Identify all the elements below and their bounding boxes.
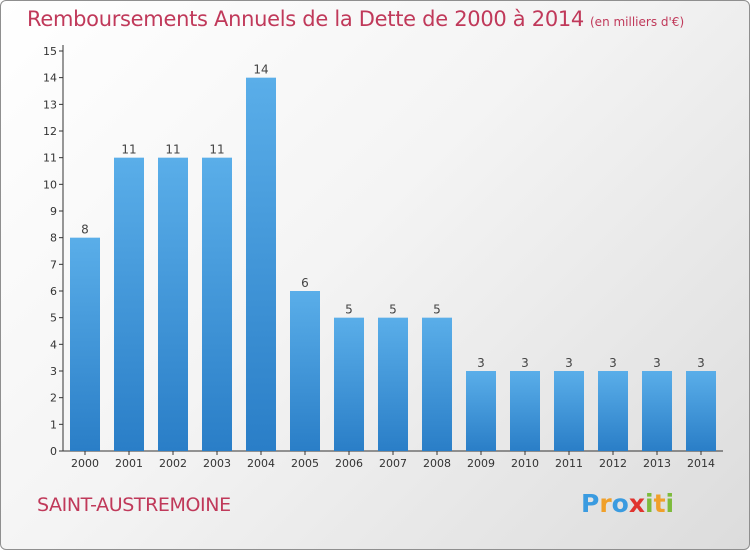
- data-label: 11: [165, 143, 180, 157]
- x-tick-label: 2004: [247, 457, 275, 470]
- bar: [686, 371, 716, 451]
- x-tick-label: 2000: [71, 457, 99, 470]
- data-label: 5: [389, 303, 397, 317]
- x-tick-label: 2012: [599, 457, 627, 470]
- y-tick-label: 4: [50, 338, 57, 351]
- data-label: 3: [609, 356, 617, 370]
- bar: [334, 317, 364, 451]
- bar: [598, 371, 628, 451]
- bar: [70, 237, 100, 451]
- bar: [158, 157, 188, 451]
- x-tick-label: 2003: [203, 457, 231, 470]
- y-tick-label: 13: [43, 98, 57, 111]
- data-label: 8: [81, 223, 89, 237]
- data-label: 6: [301, 276, 309, 290]
- data-label: 3: [477, 356, 485, 370]
- y-tick-label: 6: [50, 285, 57, 298]
- x-tick-label: 2008: [423, 457, 451, 470]
- bar: [554, 371, 584, 451]
- data-label: 11: [121, 143, 136, 157]
- bar: [290, 291, 320, 451]
- bar: [202, 157, 232, 451]
- x-tick-label: 2005: [291, 457, 319, 470]
- y-tick-label: 15: [43, 45, 57, 58]
- y-tick-label: 0: [50, 445, 57, 458]
- y-tick-label: 8: [50, 232, 57, 245]
- data-label: 3: [565, 356, 573, 370]
- x-tick-label: 2009: [467, 457, 495, 470]
- y-tick-label: 14: [43, 72, 57, 85]
- y-tick-label: 2: [50, 392, 57, 405]
- data-label: 3: [653, 356, 661, 370]
- x-tick-label: 2010: [511, 457, 539, 470]
- data-label: 3: [697, 356, 705, 370]
- data-label: 5: [345, 303, 353, 317]
- y-tick-label: 11: [43, 152, 57, 165]
- bar: [466, 371, 496, 451]
- y-tick-label: 5: [50, 312, 57, 325]
- data-label: 11: [209, 143, 224, 157]
- x-tick-label: 2001: [115, 457, 143, 470]
- y-tick-label: 12: [43, 125, 57, 138]
- x-tick-label: 2013: [643, 457, 671, 470]
- bar: [422, 317, 452, 451]
- bar: [510, 371, 540, 451]
- data-label: 5: [433, 303, 441, 317]
- y-tick-label: 7: [50, 258, 57, 271]
- bar: [246, 77, 276, 452]
- bar: [114, 157, 144, 451]
- x-tick-label: 2002: [159, 457, 187, 470]
- y-tick-label: 3: [50, 365, 57, 378]
- data-label: 14: [253, 63, 268, 77]
- unit-note: (en milliers d'€): [590, 15, 685, 29]
- proxiti-logo[interactable]: Proxiti: [581, 489, 675, 518]
- bar: [642, 371, 672, 451]
- bar: [378, 317, 408, 451]
- chart-title: Remboursements Annuels de la Dette de 20…: [27, 7, 685, 31]
- x-tick-label: 2007: [379, 457, 407, 470]
- y-tick-label: 10: [43, 178, 57, 191]
- x-tick-label: 2011: [555, 457, 583, 470]
- data-label: 3: [521, 356, 529, 370]
- y-tick-label: 9: [50, 205, 57, 218]
- x-tick-label: 2006: [335, 457, 363, 470]
- x-tick-label: 2014: [687, 457, 715, 470]
- y-tick-label: 1: [50, 418, 57, 431]
- commune-name: SAINT-AUSTREMOINE: [37, 494, 231, 516]
